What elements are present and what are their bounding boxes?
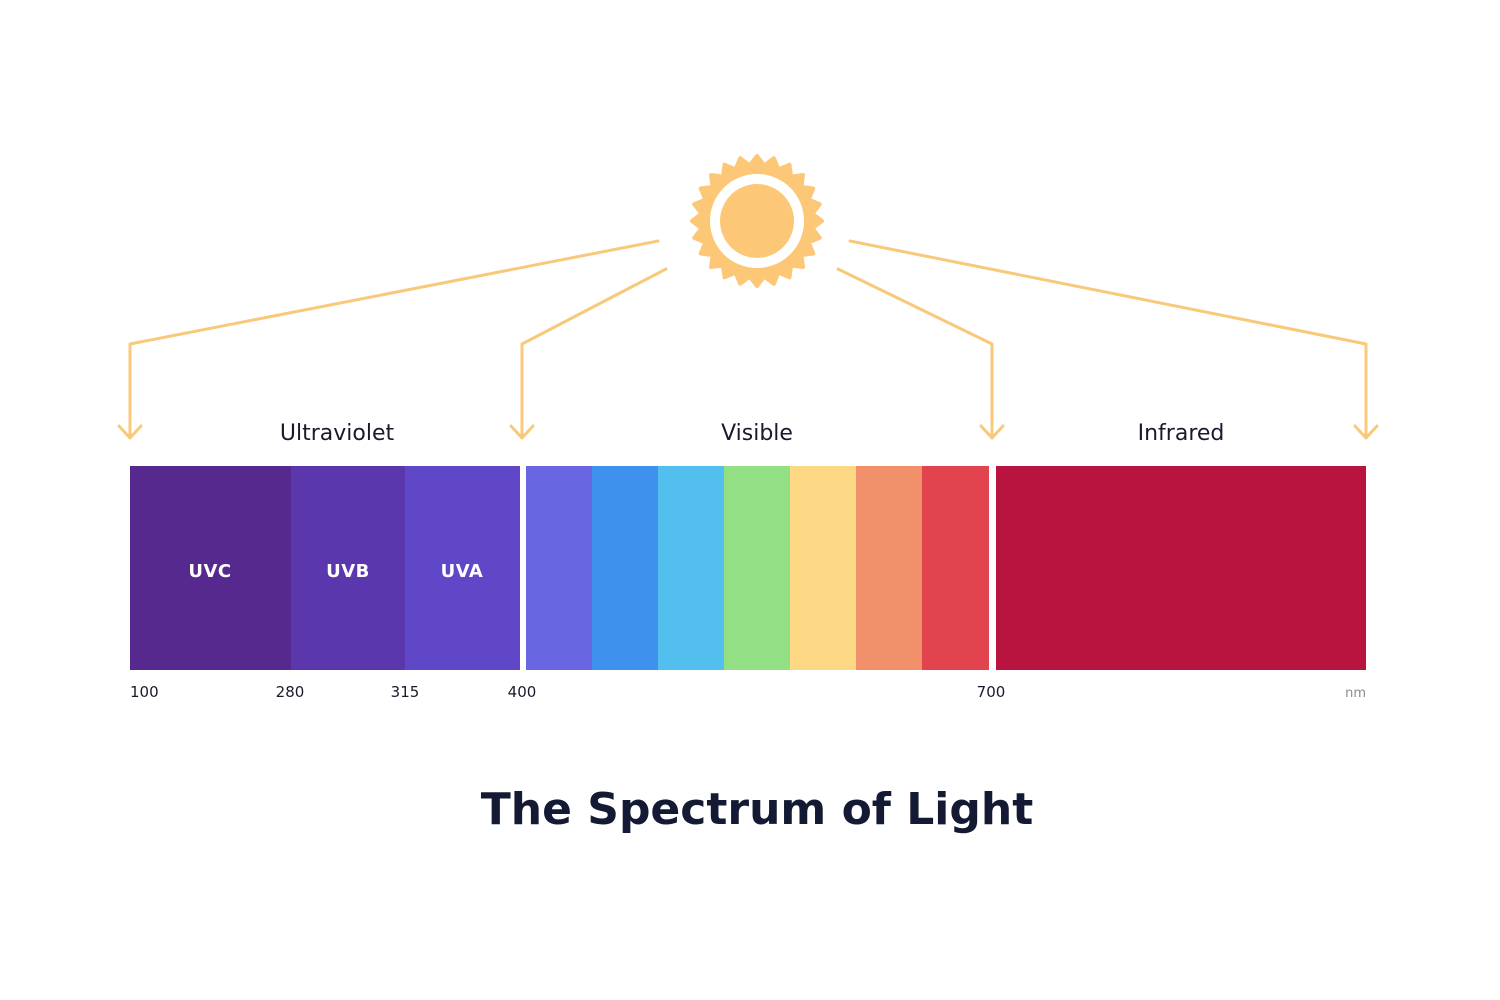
band-orange: [856, 466, 923, 670]
band-violet: [526, 466, 593, 670]
ray-arrow-inner-right: [836, 267, 994, 439]
band-red: [922, 466, 989, 670]
tick-label-315: 315: [391, 683, 420, 701]
sun-core: [720, 184, 794, 258]
region-label-visible: Visible: [721, 421, 793, 446]
band-yellow: [790, 466, 857, 670]
band-label-uvc: UVC: [188, 561, 231, 582]
band-blue: [592, 466, 659, 670]
arrowhead-far-left: [117, 424, 143, 440]
ultraviolet-bands: UVC UVB UVA: [130, 466, 520, 670]
band-green: [724, 466, 791, 670]
ray-arrow-far-left: [128, 239, 660, 439]
tick-label-100: 100: [130, 683, 159, 701]
arrowhead-inner-left: [509, 424, 535, 440]
ray-arrow-far-right: [848, 239, 1368, 439]
band-uvb: [291, 466, 406, 670]
band-label-uvb: UVB: [326, 561, 370, 582]
band-uvc: [130, 466, 291, 670]
arrowhead-far-right: [1353, 424, 1379, 440]
ray-arrow-inner-left: [520, 267, 668, 439]
region-label-infrared: Infrared: [1138, 421, 1225, 446]
arrowhead-inner-right: [979, 424, 1005, 440]
tick-label-400: 400: [508, 683, 537, 701]
region-label-ultraviolet: Ultraviolet: [280, 421, 395, 446]
unit-label: nm: [1345, 686, 1366, 701]
band-infrared: [996, 466, 1366, 670]
tick-label-700: 700: [977, 683, 1006, 701]
page-title: The Spectrum of Light: [481, 784, 1034, 835]
band-label-uva: UVA: [441, 561, 484, 582]
tick-label-280: 280: [276, 683, 305, 701]
band-cyan: [658, 466, 725, 670]
sun-icon: [690, 154, 824, 288]
ray-arrows: [117, 239, 1379, 440]
band-uva: [405, 466, 520, 670]
visible-bands: [526, 466, 989, 670]
